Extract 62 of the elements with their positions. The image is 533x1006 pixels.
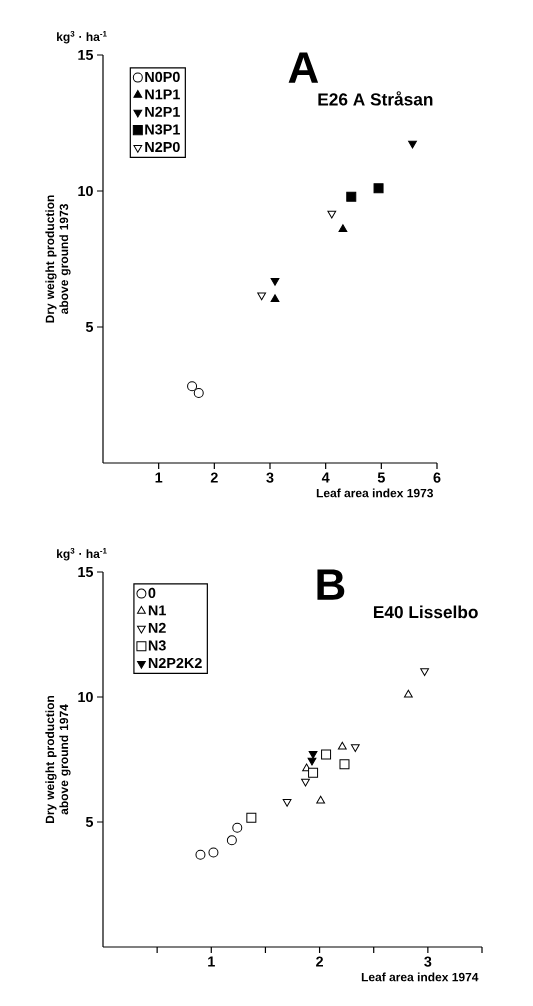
y-tick-label: 15 xyxy=(78,49,94,61)
x-tick-label: 6 xyxy=(433,472,441,483)
text: E40 Lisselbo xyxy=(373,605,478,619)
y-axis-title: Dry weight production above ground 1974 xyxy=(45,695,71,824)
point xyxy=(346,191,357,202)
legend-label: N1 xyxy=(148,605,166,616)
x-tick-label: 1 xyxy=(208,956,215,967)
legend-label: N2 xyxy=(148,622,166,633)
point xyxy=(327,210,337,219)
legend-label: N1P1 xyxy=(145,89,180,100)
x-tick-label: 2 xyxy=(210,472,218,483)
legend-label: N0P0 xyxy=(145,71,180,83)
x-tick-label: 3 xyxy=(266,472,274,483)
point xyxy=(270,294,280,302)
x-tick-label: 5 xyxy=(377,472,385,483)
y-tick-label: 5 xyxy=(85,321,94,333)
point xyxy=(208,847,219,858)
point xyxy=(257,292,267,301)
point xyxy=(307,757,317,766)
x-axis-title: Leaf area index 1973 xyxy=(316,488,434,498)
point xyxy=(301,778,310,787)
point xyxy=(408,140,417,149)
x-axis-title: Leaf area index 1974 xyxy=(361,972,479,982)
point xyxy=(187,381,198,392)
legend-label: N3 xyxy=(148,640,166,651)
point xyxy=(282,798,292,807)
legend-label: N2P2K2 xyxy=(148,657,202,668)
chart-title: B xyxy=(317,569,345,600)
legend-label: N2P0 xyxy=(145,141,180,153)
point xyxy=(350,744,360,752)
point xyxy=(338,224,348,233)
point xyxy=(339,759,350,770)
y-axis-title: Dry weight production above ground 1973 xyxy=(45,195,71,323)
point xyxy=(270,278,280,286)
legend-label: N3P1 xyxy=(145,124,180,135)
point xyxy=(195,849,206,860)
x-tick-label: 2 xyxy=(316,956,323,967)
legend-label: N2P1 xyxy=(145,106,180,117)
point xyxy=(226,835,237,846)
point xyxy=(373,183,384,194)
point xyxy=(403,689,413,698)
point xyxy=(232,822,243,833)
x-tick-label: 3 xyxy=(424,956,432,967)
point xyxy=(420,668,430,676)
point xyxy=(308,751,318,759)
y-tick-label: 15 xyxy=(78,566,94,578)
text: kg$^{3}$ · ha$^{-1}$ xyxy=(57,547,107,561)
point xyxy=(246,812,257,823)
x-tick-label: 4 xyxy=(321,472,330,483)
point xyxy=(308,767,319,778)
y-tick-label: 10 xyxy=(78,691,93,703)
point xyxy=(193,388,204,399)
chart-title: A xyxy=(288,52,319,83)
x-tick-label: 1 xyxy=(155,472,163,483)
point xyxy=(337,741,347,750)
y-tick-label: 10 xyxy=(78,185,93,197)
text: kg$^{3}$ · ha$^{-1}$ xyxy=(57,30,107,44)
point xyxy=(321,749,332,760)
text: E26 A Stråsan xyxy=(318,91,433,106)
y-tick-label: 5 xyxy=(85,816,94,828)
point xyxy=(316,795,326,804)
legend-label: 0 xyxy=(148,587,156,599)
